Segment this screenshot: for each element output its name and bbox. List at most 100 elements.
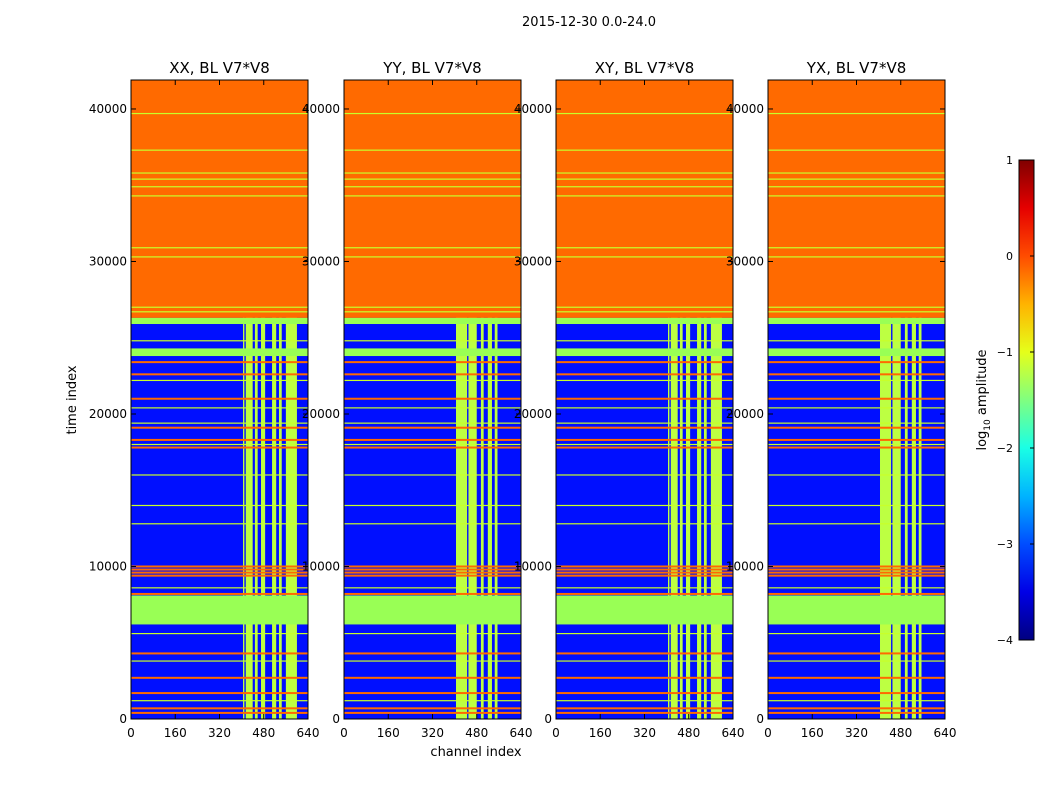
green-row bbox=[131, 172, 308, 174]
green-row bbox=[556, 504, 733, 507]
x-axis-label: channel index bbox=[430, 745, 521, 760]
flag-row bbox=[344, 438, 521, 441]
flag-row bbox=[768, 652, 945, 655]
green-row bbox=[344, 149, 521, 151]
green-row bbox=[556, 256, 733, 258]
green-row bbox=[344, 523, 521, 525]
colorbar-label: log10 amplitude bbox=[975, 349, 993, 450]
y-tick-label: 30000 bbox=[514, 254, 552, 268]
green-row bbox=[556, 195, 733, 197]
x-tick-label: 320 bbox=[208, 726, 231, 740]
green-row bbox=[556, 306, 733, 308]
x-tick-label: 320 bbox=[421, 726, 444, 740]
green-row bbox=[344, 306, 521, 308]
saturated-block bbox=[768, 348, 945, 357]
flag-row bbox=[131, 574, 308, 577]
saturated-block bbox=[131, 348, 308, 357]
colorbar-tick-label: −3 bbox=[997, 538, 1013, 551]
panel-1: XX, BL V7*V8 0 160 320 480 640 0 10000 20000 3000… bbox=[89, 59, 320, 740]
green-row bbox=[768, 700, 945, 702]
panel-2: YY, BL V7*V8 0 160 320 480 640 0 10000 20000 3000… bbox=[302, 59, 533, 740]
flag-row bbox=[768, 361, 945, 364]
panel-title: XY, BL V7*V8 bbox=[595, 59, 695, 77]
panel-title: YY, BL V7*V8 bbox=[382, 59, 481, 77]
flag-row bbox=[768, 565, 945, 568]
green-row bbox=[344, 422, 521, 424]
green-row bbox=[768, 474, 945, 476]
green-row bbox=[131, 149, 308, 151]
flag-row bbox=[344, 565, 521, 568]
y-axis-label: time index bbox=[65, 365, 80, 434]
flag-row bbox=[131, 676, 308, 679]
figure-title: 2015-12-30 0.0-24.0 bbox=[522, 15, 656, 30]
flag-row bbox=[344, 707, 521, 710]
green-row bbox=[768, 149, 945, 151]
flag-row bbox=[344, 676, 521, 679]
flag-row bbox=[556, 652, 733, 655]
flag-row bbox=[768, 373, 945, 376]
green-row bbox=[131, 443, 308, 446]
green-row bbox=[768, 340, 945, 342]
flag-row bbox=[556, 373, 733, 376]
flag-row bbox=[344, 592, 521, 595]
green-row bbox=[556, 340, 733, 342]
y-tick-label: 0 bbox=[119, 712, 127, 726]
flag-row bbox=[556, 568, 733, 571]
green-row bbox=[131, 523, 308, 525]
green-row bbox=[344, 247, 521, 249]
flag-row bbox=[344, 373, 521, 376]
x-tick-label: 640 bbox=[510, 726, 533, 740]
green-row bbox=[556, 149, 733, 151]
green-row bbox=[768, 407, 945, 409]
flag-row bbox=[556, 397, 733, 400]
saturated-block bbox=[768, 595, 945, 625]
green-row bbox=[131, 474, 308, 476]
y-tick-label: 10000 bbox=[302, 559, 340, 573]
green-row bbox=[131, 247, 308, 249]
green-row bbox=[131, 256, 308, 258]
flag-row bbox=[768, 438, 945, 441]
green-row bbox=[768, 172, 945, 174]
green-row bbox=[131, 340, 308, 342]
saturated-block bbox=[344, 595, 521, 625]
green-row bbox=[344, 632, 521, 635]
green-row bbox=[768, 311, 945, 313]
green-row bbox=[556, 700, 733, 702]
green-row bbox=[768, 587, 945, 589]
green-row bbox=[344, 660, 521, 662]
green-row bbox=[131, 700, 308, 702]
green-row bbox=[131, 311, 308, 313]
flag-row bbox=[131, 373, 308, 376]
flag-row bbox=[768, 711, 945, 714]
green-row bbox=[556, 247, 733, 249]
green-row bbox=[768, 422, 945, 424]
saturated-block bbox=[131, 80, 308, 318]
flag-row bbox=[768, 568, 945, 571]
flag-row bbox=[556, 592, 733, 595]
flag-row bbox=[131, 446, 308, 449]
green-row bbox=[556, 660, 733, 662]
y-tick-label: 40000 bbox=[726, 102, 764, 116]
panel-title: XX, BL V7*V8 bbox=[169, 59, 270, 77]
flag-row bbox=[344, 652, 521, 655]
saturated-block bbox=[344, 348, 521, 357]
panel-title: YX, BL V7*V8 bbox=[806, 59, 907, 77]
saturated-block bbox=[344, 317, 521, 325]
flag-row bbox=[344, 361, 521, 364]
flag-row bbox=[131, 426, 308, 429]
green-row bbox=[556, 379, 733, 382]
flag-row bbox=[344, 711, 521, 714]
green-row bbox=[131, 186, 308, 188]
colorbar-tick-label: −4 bbox=[997, 634, 1013, 647]
colorbar-tick-label: −2 bbox=[997, 442, 1013, 455]
x-tick-label: 480 bbox=[465, 726, 488, 740]
flag-row bbox=[556, 438, 733, 441]
x-tick-label: 640 bbox=[722, 726, 745, 740]
green-row bbox=[131, 306, 308, 308]
saturated-block bbox=[556, 348, 733, 357]
y-tick-label: 40000 bbox=[89, 102, 127, 116]
colorbar-tick-label: 0 bbox=[1006, 250, 1013, 263]
y-tick-label: 0 bbox=[332, 712, 340, 726]
x-tick-label: 0 bbox=[764, 726, 772, 740]
green-row bbox=[768, 379, 945, 382]
